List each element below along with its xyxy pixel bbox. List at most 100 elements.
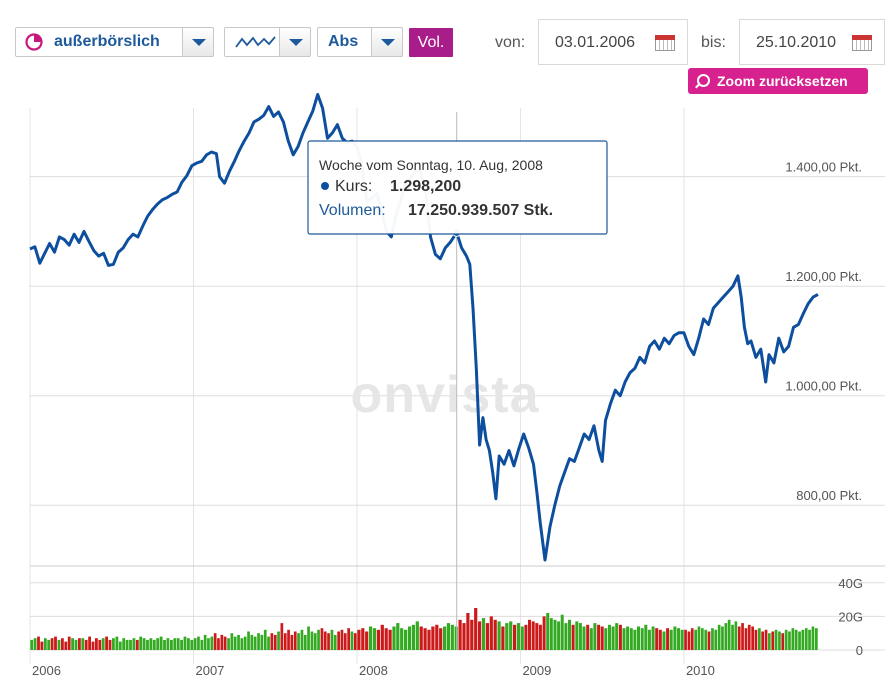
volume-bar — [415, 621, 419, 650]
volume-bar — [243, 636, 247, 650]
volume-bar — [637, 626, 640, 650]
volume-bar — [443, 626, 447, 650]
volume-bar — [578, 623, 582, 650]
volume-bar — [768, 633, 771, 650]
volume-tick-label: 20G — [838, 609, 863, 624]
volume-bar — [263, 629, 267, 650]
volume-bar — [197, 636, 200, 650]
volume-bar — [43, 638, 47, 650]
volume-bar — [250, 634, 254, 650]
volume-bar — [758, 628, 761, 650]
volume-bar — [549, 618, 553, 650]
volume-bar — [470, 619, 474, 650]
volume-bar — [190, 639, 194, 650]
volume-bar — [520, 626, 524, 650]
volume-bar — [774, 629, 778, 650]
volume-bar — [91, 641, 95, 650]
volume-bar — [337, 631, 340, 650]
chart-type-dropdown-button[interactable] — [279, 27, 311, 57]
volume-bar — [166, 638, 170, 650]
volume-bar — [317, 629, 320, 650]
volume-bar — [74, 639, 78, 650]
volume-bar — [61, 638, 64, 650]
volume-bar — [801, 629, 805, 650]
volume-bar — [176, 638, 180, 650]
to-date-field[interactable]: 25.10.2010 — [739, 19, 885, 65]
volume-bar — [310, 631, 314, 650]
volume-bar — [71, 638, 74, 650]
exchange-select[interactable]: außerbörslich — [15, 27, 214, 57]
volume-bar — [481, 618, 486, 650]
volume-bar — [419, 626, 423, 650]
volume-bar — [313, 633, 317, 650]
volume-bar — [30, 639, 34, 650]
chart-type-select[interactable] — [224, 27, 311, 57]
volume-bar — [152, 639, 156, 650]
zoom-reset-button[interactable]: Zoom zurücksetzen — [688, 68, 868, 94]
x-tick-label: 2008 — [359, 663, 388, 678]
volume-bar — [721, 626, 724, 650]
volume-bar — [509, 621, 513, 650]
volume-bar — [622, 628, 626, 650]
volume-bar — [764, 629, 768, 650]
volume-bar — [677, 628, 680, 650]
volume-bar — [466, 613, 470, 650]
volume-bar — [815, 628, 818, 650]
volume-bar — [633, 629, 637, 650]
from-date-value: 03.01.2006 — [555, 34, 636, 51]
volume-bar — [600, 626, 604, 650]
price-line — [29, 93, 819, 562]
volume-bar — [78, 638, 81, 650]
volume-bar — [132, 638, 136, 650]
exchange-dropdown-button[interactable] — [182, 27, 214, 57]
volume-bar — [125, 639, 129, 650]
volume-bar — [651, 626, 655, 650]
volume-bar — [340, 629, 344, 650]
volume-bar — [267, 636, 270, 650]
line-chart-icon — [235, 36, 276, 48]
volume-bar — [388, 629, 392, 650]
volume-bar — [644, 624, 648, 650]
volume-bar — [129, 639, 132, 650]
volume-bar — [485, 623, 489, 650]
volume-bar — [666, 628, 670, 650]
volume-bar — [365, 631, 369, 650]
volume-bar — [180, 639, 183, 650]
volume-bar — [804, 628, 808, 650]
volume-bar — [744, 628, 748, 650]
volume-bar — [67, 636, 71, 650]
volume-bar — [163, 639, 166, 650]
y-tick-label: 1.400,00 Pkt. — [785, 160, 862, 175]
from-date-field[interactable]: 03.01.2006 — [538, 19, 688, 65]
volume-bar — [227, 638, 230, 650]
volume-bar — [95, 638, 98, 650]
volume-bar — [283, 633, 287, 650]
calendar-icon[interactable] — [655, 35, 675, 51]
volume-bar — [233, 636, 237, 650]
volume-bar — [593, 623, 597, 650]
volume-bar — [647, 629, 651, 650]
volume-bar — [247, 631, 250, 650]
volume-bar — [690, 628, 694, 650]
scale-select[interactable]: Abs — [317, 27, 403, 57]
volume-bar — [714, 629, 718, 650]
tooltip-price-label: Kurs: — [335, 178, 372, 195]
volume-bar — [707, 631, 711, 650]
volume-bar — [701, 628, 704, 650]
volume-bar — [207, 638, 210, 650]
volume-bar — [347, 628, 350, 650]
volume-bar — [741, 623, 744, 650]
volume-bar — [808, 629, 811, 650]
watermark: onvista — [350, 366, 539, 424]
volume-bar — [435, 624, 439, 650]
volume-toggle-button[interactable]: Vol. — [409, 28, 453, 57]
volume-bar — [273, 634, 277, 650]
volume-bar — [501, 626, 505, 650]
calendar-icon[interactable] — [852, 35, 872, 51]
volume-bar — [497, 621, 501, 650]
volume-bar — [546, 613, 550, 650]
scale-dropdown-button[interactable] — [371, 27, 403, 57]
volume-bar — [118, 641, 122, 650]
volume-bar — [361, 628, 365, 650]
